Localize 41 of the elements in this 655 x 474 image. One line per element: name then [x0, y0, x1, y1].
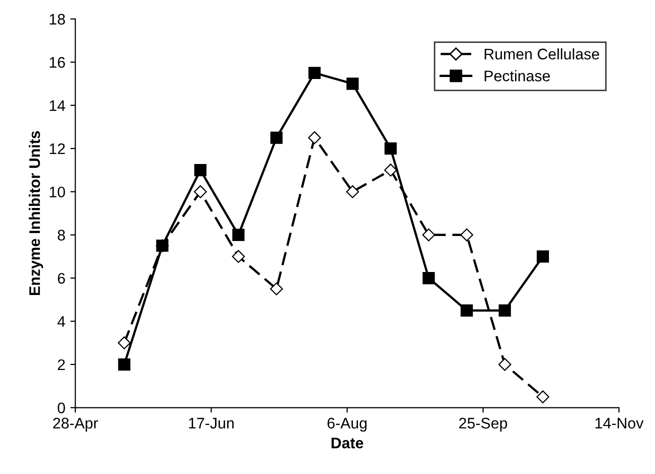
x-axis-title: Date — [332, 438, 364, 448]
point — [498, 304, 511, 317]
point — [308, 66, 321, 80]
point — [308, 131, 321, 144]
point — [384, 142, 397, 155]
y-tick-label: 14 — [50, 100, 66, 111]
y-tick-label: 18 — [50, 14, 65, 25]
y-tick-label: 12 — [50, 143, 65, 154]
point — [536, 390, 550, 404]
point — [422, 272, 435, 284]
point — [346, 185, 360, 198]
legend-label: Rumen Cellulase — [484, 48, 600, 60]
x-tick-label: 14-Nov — [596, 418, 644, 429]
point — [270, 132, 283, 144]
y-axis-title: Enzyme Inhibitor Units — [28, 131, 44, 296]
point — [194, 185, 207, 198]
point — [536, 250, 549, 263]
x-tick-label: 25-Sep — [459, 418, 508, 432]
legend-label: Pectinase — [484, 70, 550, 82]
y-tick-label: 6 — [58, 272, 65, 284]
point — [232, 228, 245, 242]
y-tick-label: 10 — [50, 186, 66, 198]
y-tick-label: 16 — [50, 57, 65, 68]
point — [460, 304, 473, 317]
point — [498, 358, 512, 371]
point — [270, 282, 283, 296]
point — [422, 228, 436, 242]
x-tick-label: 17-Jun — [189, 418, 234, 429]
point — [118, 336, 131, 350]
point — [460, 228, 474, 242]
y-tick-label: 8 — [58, 230, 65, 241]
y-tick-label: 0 — [58, 402, 66, 414]
x-tick-label: 6-Aug — [328, 418, 367, 432]
x-tick-label: 28-Apr — [53, 418, 98, 432]
point — [346, 78, 359, 90]
point — [232, 250, 245, 263]
point — [194, 164, 206, 176]
point — [118, 358, 130, 371]
y-tick-label: 4 — [57, 316, 66, 327]
y-tick-label: 2 — [58, 359, 65, 370]
point — [384, 164, 398, 177]
